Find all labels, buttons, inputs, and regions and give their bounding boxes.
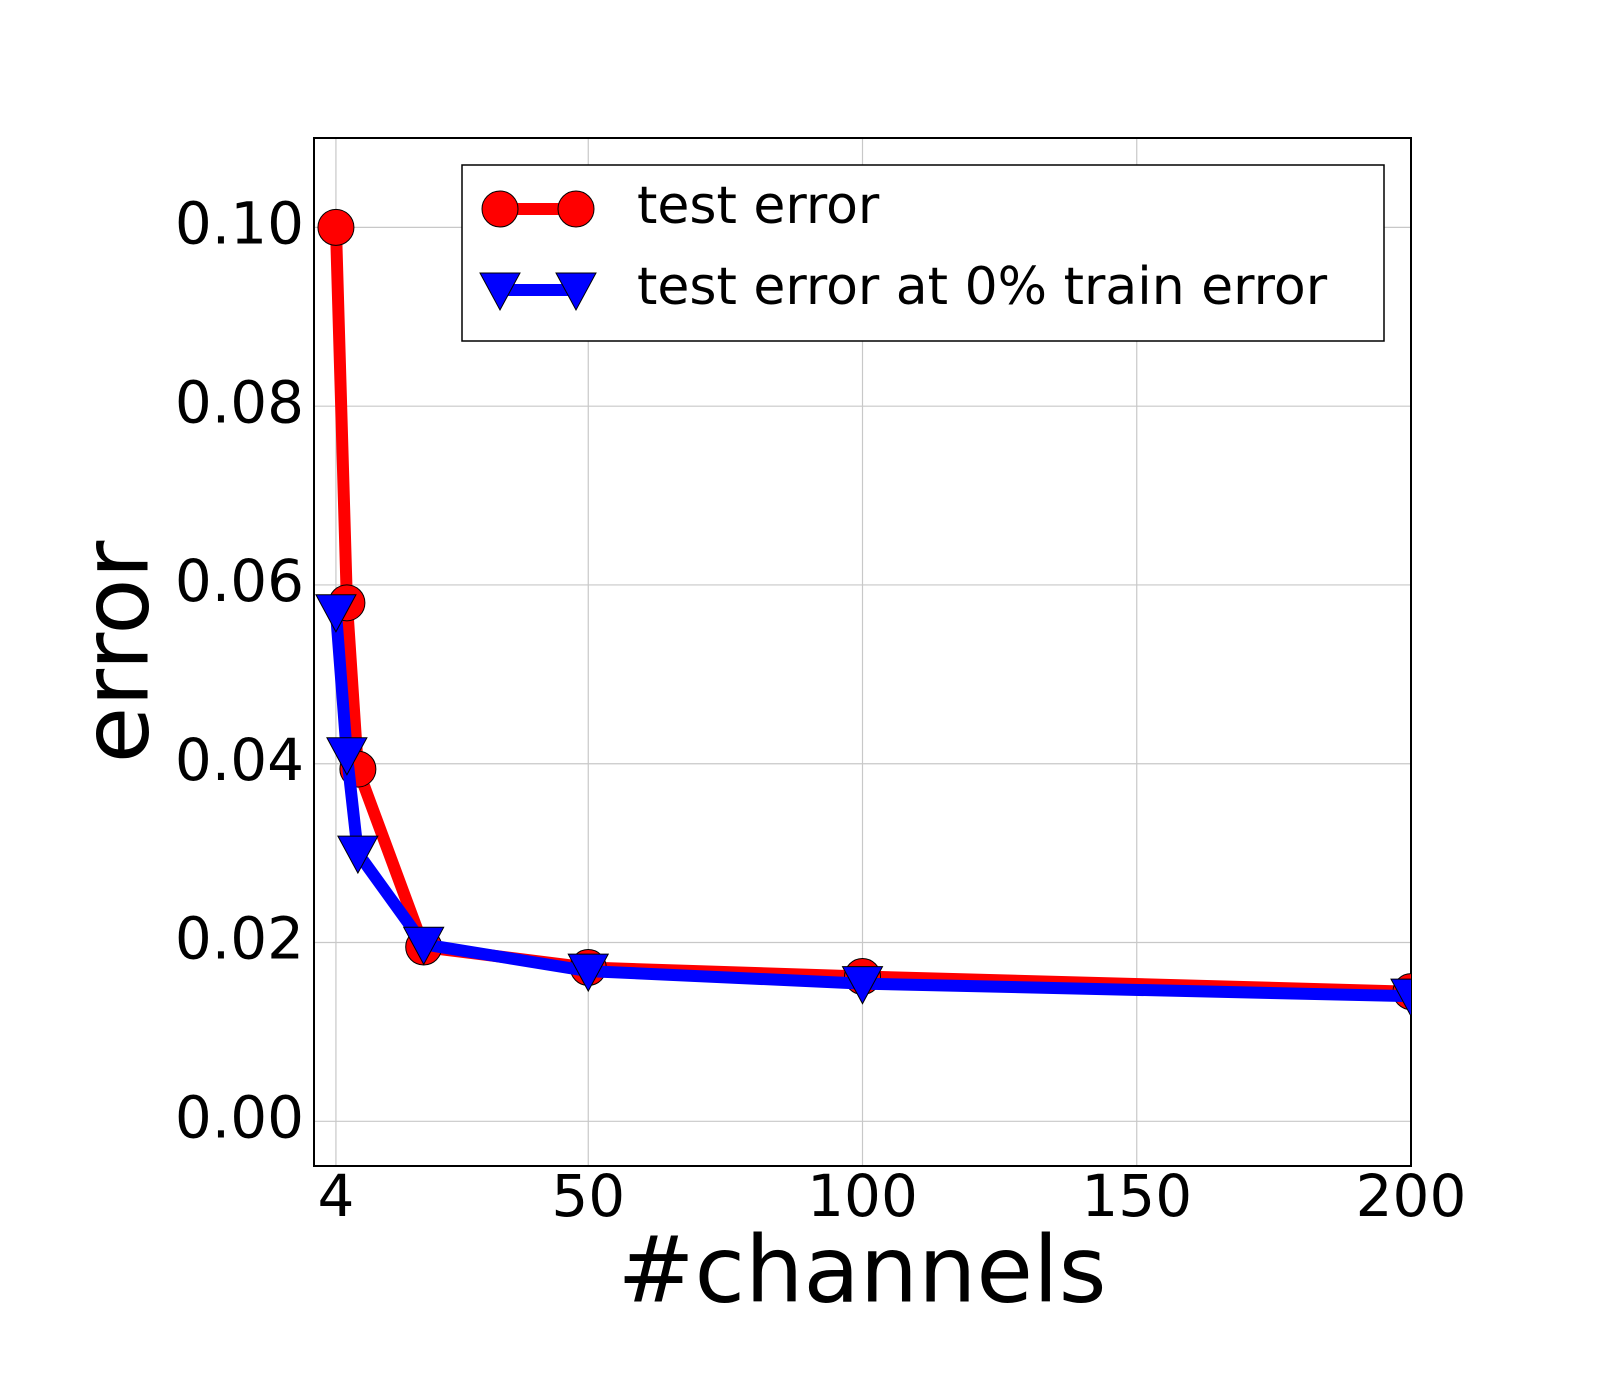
marker xyxy=(567,953,610,993)
legend-marker xyxy=(479,272,521,312)
plot-area xyxy=(315,208,1411,1018)
y-tick-label: 0.06 xyxy=(175,547,304,615)
x-tick-label: 50 xyxy=(551,1162,625,1230)
x-tick-label: 4 xyxy=(317,1162,354,1230)
series-line xyxy=(329,611,1411,1003)
x-tick-label: 100 xyxy=(807,1162,918,1230)
y-axis-label: error xyxy=(62,540,169,763)
y-tick-label: 0.08 xyxy=(175,368,304,436)
series-line xyxy=(329,227,1411,998)
x-tick-label: 200 xyxy=(1356,1162,1467,1230)
y-tick-label: 0.02 xyxy=(175,905,304,973)
marker xyxy=(315,594,357,633)
marker xyxy=(317,208,355,246)
y-tick-label: 0.00 xyxy=(175,1083,304,1151)
legend-label: test error xyxy=(637,176,880,236)
marker xyxy=(337,835,379,875)
marker xyxy=(402,926,445,966)
marker xyxy=(326,737,368,776)
marker xyxy=(1390,978,1411,1018)
legend-marker xyxy=(557,190,595,228)
x-tick-label: 150 xyxy=(1081,1162,1192,1230)
x-axis-label: #channels xyxy=(617,1216,1106,1323)
legend-marker xyxy=(555,272,597,312)
marker xyxy=(841,966,884,1005)
y-tick-label: 0.10 xyxy=(175,190,304,258)
legend-label: test error at 0% train error xyxy=(637,257,1328,317)
legend-box xyxy=(461,164,1385,342)
y-tick-label: 0.04 xyxy=(175,726,304,794)
legend-marker xyxy=(481,190,519,228)
plot-frame xyxy=(313,137,1412,1167)
